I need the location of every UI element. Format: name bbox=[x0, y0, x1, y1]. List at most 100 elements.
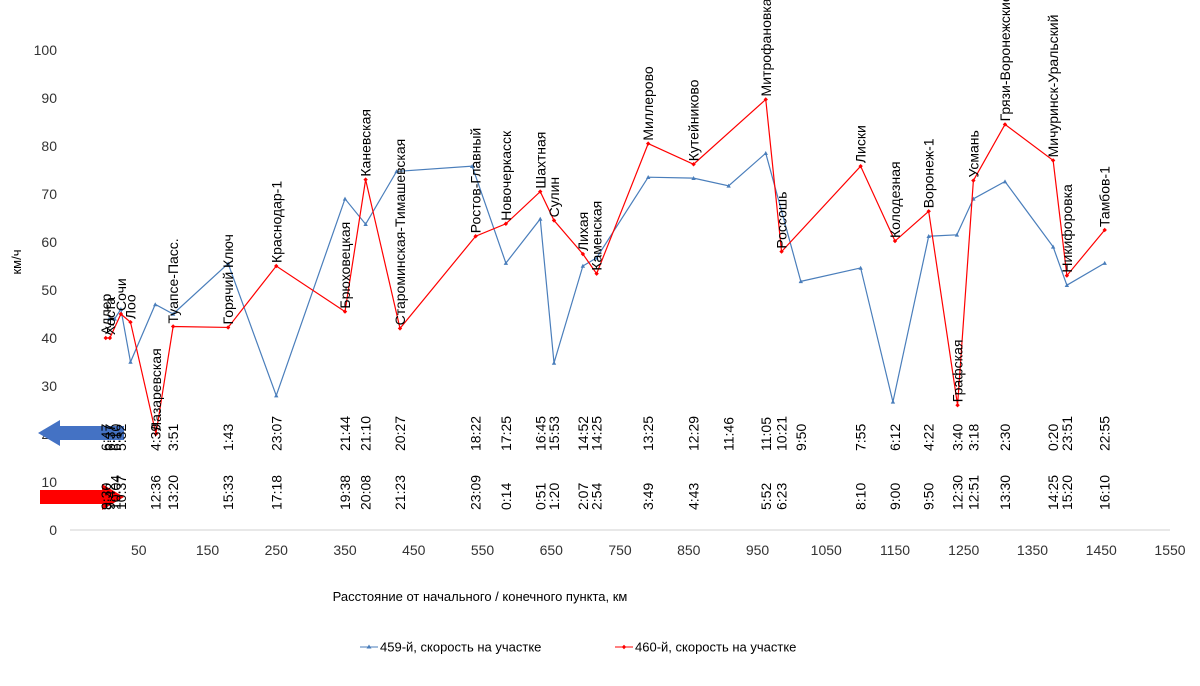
x-tick-label: 1250 bbox=[948, 542, 979, 558]
time-460-label: 0:51 bbox=[532, 483, 548, 510]
series-459-point bbox=[342, 196, 348, 201]
y-tick-label: 10 bbox=[41, 474, 57, 490]
series-459-point bbox=[1102, 260, 1107, 265]
series-460-point bbox=[153, 431, 159, 437]
series-459-point bbox=[926, 234, 931, 239]
station-label: Никифоровка bbox=[1059, 184, 1075, 273]
station-label: Сочи bbox=[113, 278, 129, 311]
x-tick-label: 1550 bbox=[1154, 542, 1185, 558]
time-459-label: 2:30 bbox=[997, 424, 1013, 451]
time-460-label: 5:52 bbox=[758, 483, 774, 510]
series-460-point bbox=[763, 97, 768, 102]
series-459-point bbox=[954, 232, 960, 237]
series-460-point bbox=[225, 325, 231, 330]
time-460-label: 17:18 bbox=[268, 475, 284, 510]
time-460-label: 8:10 bbox=[853, 483, 869, 510]
x-tick-label: 1350 bbox=[1017, 542, 1048, 558]
legend-460-marker bbox=[621, 644, 627, 650]
series-460-point bbox=[926, 209, 931, 214]
series-460-point bbox=[779, 249, 784, 254]
legend-459-label: 459-й, скорость на участке bbox=[380, 640, 541, 655]
time-460-label: 3:49 bbox=[640, 483, 656, 510]
legend-item-459: 459-й, скорость на участке bbox=[360, 640, 541, 655]
series-459-point bbox=[551, 360, 557, 365]
time-459-label: 9:50 bbox=[793, 424, 809, 451]
time-460-label: 9:50 bbox=[921, 483, 937, 510]
series-460-point bbox=[551, 218, 557, 223]
time-459-label: 1:43 bbox=[220, 424, 236, 451]
time-459-label: 17:25 bbox=[498, 416, 514, 451]
x-tick-label: 850 bbox=[677, 542, 701, 558]
time-460-label: 12:30 bbox=[950, 475, 966, 510]
time-459-label: 23:51 bbox=[1059, 416, 1075, 451]
time-459-label: 6:37 bbox=[102, 424, 118, 451]
time-460-label: 20:08 bbox=[358, 475, 374, 510]
series-459-point bbox=[1064, 283, 1070, 287]
time-460-label: 16:10 bbox=[1097, 475, 1113, 510]
time-459-label: 21:44 bbox=[337, 416, 353, 451]
x-tick-label: 750 bbox=[608, 542, 632, 558]
times-459: 6:476:376:105:32 4:39 3:51 1:43 23:07 21:44 21… bbox=[98, 416, 1113, 451]
y-tick-label: 40 bbox=[41, 330, 57, 346]
legend-460-label: 460-й, скорость на участке bbox=[635, 640, 796, 655]
time-460-label: 12:51 bbox=[965, 475, 981, 510]
time-459-label: 3:40 bbox=[950, 424, 966, 451]
station-label: Воронеж-1 bbox=[921, 138, 937, 208]
series-459-point bbox=[890, 399, 896, 404]
time-460-label: 6:23 bbox=[774, 483, 790, 510]
time-459-label: 4:22 bbox=[921, 424, 937, 451]
series-460-line bbox=[105, 98, 1106, 435]
time-460-label: 4:43 bbox=[686, 483, 702, 510]
series-459 bbox=[106, 151, 1107, 404]
arrow-460-right bbox=[40, 484, 124, 510]
time-460-label: 1:20 bbox=[546, 483, 562, 510]
time-459-label: 6:10 bbox=[107, 424, 123, 451]
series-460-point bbox=[103, 335, 108, 341]
x-tick-label: 650 bbox=[540, 542, 564, 558]
station-label: Новочеркасск bbox=[498, 130, 514, 221]
time-459-label: 5:32 bbox=[113, 424, 129, 451]
series-460-point bbox=[858, 163, 863, 169]
station-label: Староминская-Тимашевская bbox=[392, 139, 408, 326]
station-label: Графская bbox=[950, 340, 966, 403]
time-459-label: 22:55 bbox=[1097, 416, 1113, 451]
series-460-point bbox=[1064, 273, 1070, 278]
series-460-point bbox=[1002, 122, 1008, 127]
legend-459-marker bbox=[366, 644, 372, 649]
station-label: Каменская bbox=[589, 201, 605, 271]
y-tick-label: 50 bbox=[41, 282, 57, 298]
y-tick-label: 70 bbox=[41, 186, 57, 202]
time-460-label: 9:42 bbox=[102, 483, 118, 510]
time-460-label: 9:30 bbox=[98, 483, 114, 510]
time-459-label: 18:22 bbox=[468, 416, 484, 451]
time-459-label: 21:10 bbox=[358, 416, 374, 451]
x-tick-label: 1050 bbox=[811, 542, 842, 558]
series-459-point bbox=[225, 261, 231, 266]
series-460-point bbox=[170, 324, 176, 329]
station-label: Россошь bbox=[774, 192, 790, 249]
time-460-label: 19:38 bbox=[337, 475, 353, 510]
station-label: Сулин bbox=[546, 177, 562, 218]
time-459-label: 7:55 bbox=[853, 424, 869, 451]
series-460-point bbox=[580, 251, 586, 257]
arrow-459-left bbox=[38, 420, 124, 446]
series-460-point bbox=[594, 271, 599, 276]
series-459-point bbox=[274, 393, 279, 398]
station-label: Брюховецкая bbox=[337, 222, 353, 309]
x-tick-label: 250 bbox=[265, 542, 289, 558]
x-axis-ticks: 50 150 250 350 450 550 650 750 850 950 1050 1150 125… bbox=[131, 542, 1186, 558]
time-460-label: 15:20 bbox=[1059, 475, 1075, 510]
x-tick-label: 50 bbox=[131, 542, 147, 558]
time-460-label: 0:14 bbox=[498, 483, 514, 510]
series-459-point bbox=[798, 279, 804, 284]
time-460-label: 21:23 bbox=[392, 475, 408, 510]
time-459-label: 6:12 bbox=[887, 424, 903, 451]
time-459-label: 3:18 bbox=[965, 424, 981, 451]
time-460-label: 23:09 bbox=[468, 475, 484, 510]
series-460-point bbox=[342, 309, 348, 314]
legend-item-460: 460-й, скорость на участке bbox=[615, 640, 796, 655]
x-tick-label: 1150 bbox=[880, 542, 910, 558]
series-459-point bbox=[726, 183, 731, 188]
